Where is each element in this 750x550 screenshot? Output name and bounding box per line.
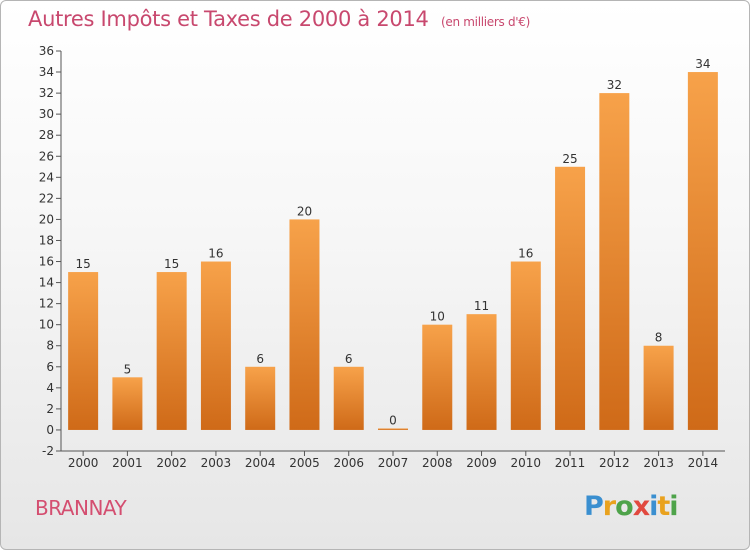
y-tick-label: 18 (39, 233, 54, 247)
x-tick-label: 2003 (201, 456, 232, 470)
y-tick-label: 8 (46, 339, 54, 353)
bar-value-label: 20 (297, 204, 312, 218)
bar-value-label: 25 (562, 152, 577, 166)
x-tick-label: 2001 (112, 456, 143, 470)
y-tick-label: 12 (39, 297, 54, 311)
x-tick-label: 2007 (378, 456, 409, 470)
y-tick-label: 2 (46, 402, 54, 416)
bar-value-label: 11 (474, 299, 489, 313)
chart-title: Autres Impôts et Taxes de 2000 à 2014 (e… (28, 7, 530, 31)
bar (333, 366, 364, 430)
y-tick-label: 4 (46, 381, 54, 395)
bar (510, 261, 541, 430)
y-tick-label: 14 (39, 276, 54, 290)
bar (687, 72, 718, 430)
bar-value-label: 10 (430, 310, 445, 324)
x-tick-label: 2014 (688, 456, 719, 470)
x-tick-label: 2002 (156, 456, 187, 470)
bar-value-label: 6 (256, 352, 264, 366)
bar (555, 166, 586, 430)
bar (156, 272, 187, 430)
commune-name: BRANNAY (35, 496, 127, 520)
x-tick-label: 2009 (466, 456, 497, 470)
y-tick-label: 32 (39, 86, 54, 100)
logo-letter: t (657, 491, 670, 522)
y-tick-label: 30 (39, 107, 54, 121)
y-tick-label: 22 (39, 191, 54, 205)
bar-value-label: 15 (164, 257, 179, 271)
y-tick-label: 0 (46, 423, 54, 437)
x-tick-label: 2004 (245, 456, 276, 470)
bar (422, 324, 453, 430)
title-text: Autres Impôts et Taxes de 2000 à 2014 (28, 7, 429, 31)
x-tick-label: 2010 (511, 456, 542, 470)
y-tick-label: 26 (39, 149, 54, 163)
y-tick-label: 20 (39, 212, 54, 226)
y-tick-label: 10 (39, 318, 54, 332)
bar-value-label: 15 (75, 257, 90, 271)
bar (112, 377, 143, 430)
logo-letter: x (632, 491, 650, 522)
bar-value-label: 6 (345, 352, 353, 366)
y-tick-label: 24 (39, 170, 54, 184)
x-tick-label: 2008 (422, 456, 453, 470)
x-tick-label: 2000 (68, 456, 99, 470)
bar (200, 261, 231, 430)
x-tick-label: 2005 (289, 456, 320, 470)
logo-letter: r (602, 491, 616, 522)
bar (466, 314, 497, 430)
logo-letter: i (669, 491, 678, 522)
bar (245, 366, 276, 430)
bar-value-label: 16 (518, 247, 533, 261)
y-tick-label: 36 (39, 44, 54, 58)
bar (378, 428, 408, 430)
bar (599, 93, 630, 430)
logo-letter: o (615, 491, 634, 522)
proxiti-logo: Proxiti (584, 491, 679, 522)
y-tick-label: 6 (46, 360, 54, 374)
y-tick-label: -2 (42, 444, 54, 458)
x-tick-label: 2012 (599, 456, 630, 470)
bar-value-label: 5 (124, 362, 132, 376)
bar-value-label: 34 (695, 57, 710, 71)
y-tick-label: 28 (39, 128, 54, 142)
x-tick-label: 2011 (555, 456, 586, 470)
bar-value-label: 16 (208, 247, 223, 261)
title-unit: (en milliers d'€) (441, 15, 531, 29)
bar-value-label: 0 (389, 413, 397, 427)
y-tick-label: 34 (39, 65, 54, 79)
bar-value-label: 8 (655, 331, 663, 345)
x-tick-label: 2006 (333, 456, 364, 470)
y-tick-label: 16 (39, 255, 54, 269)
bar-value-label: 32 (607, 78, 622, 92)
x-tick-label: 2013 (643, 456, 674, 470)
logo-letter: P (584, 491, 604, 522)
bar (68, 272, 99, 430)
logo-letter: i (649, 491, 658, 522)
bar (289, 219, 320, 430)
bar (643, 345, 674, 430)
